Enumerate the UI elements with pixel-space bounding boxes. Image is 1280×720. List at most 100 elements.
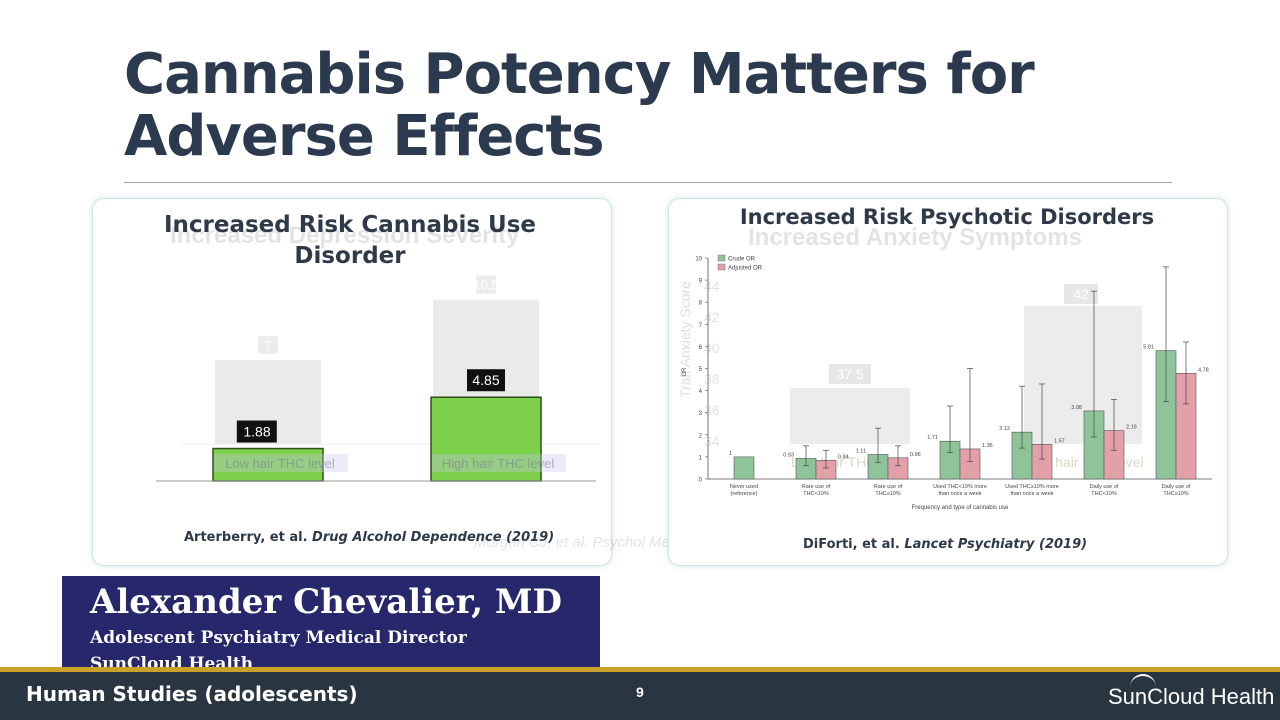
legend-swatch xyxy=(717,254,726,262)
footer-accent-strip xyxy=(0,667,1280,672)
y-tick-label: 6 xyxy=(699,345,703,351)
legend-label: Crude OR xyxy=(728,257,756,263)
category-label: Never used xyxy=(730,484,758,490)
ghost-tick-label: 42 xyxy=(704,309,720,325)
y-tick-label: 8 xyxy=(699,301,703,307)
x-axis-label: Frequency and type of cannabis use xyxy=(912,505,1009,511)
ghost-tick-label: 34 xyxy=(704,433,720,449)
data-label: 5.81 xyxy=(1143,345,1154,351)
category-label: Daily use of xyxy=(1162,484,1191,490)
value-label: 4.85 xyxy=(472,372,499,388)
ghost-value-box xyxy=(476,275,496,294)
category-label: (reference) xyxy=(731,491,758,497)
presenter-name: Alexander Chevalier, MD xyxy=(90,582,562,622)
presenter-role: Adolescent Psychiatry Medical Director xyxy=(90,628,467,648)
ghost-value-box xyxy=(829,364,871,384)
category-label: Used THC<10% more xyxy=(933,484,987,490)
data-label: 2.19 xyxy=(1126,425,1137,431)
ghost-value-label: 7 xyxy=(264,338,271,353)
category-label: Daily use of xyxy=(1090,484,1119,490)
bar xyxy=(733,456,755,480)
y-tick-label: 10 xyxy=(695,257,702,263)
y-tick-label: 9 xyxy=(699,279,703,285)
logo-arc-icon xyxy=(1130,674,1156,690)
left-chart-title-line-2: Disorder xyxy=(294,243,406,269)
data-label: 2.12 xyxy=(999,426,1010,432)
category-label: Low hair THC level xyxy=(225,456,335,471)
data-label: 1.11 xyxy=(856,448,866,454)
presenter-banner: Alexander Chevalier, MD Adolescent Psych… xyxy=(62,576,600,682)
data-label: 0.84 xyxy=(838,454,849,460)
y-tick-label: 0 xyxy=(699,478,703,484)
left-chart-title-line-1: Increased Risk Cannabis Use xyxy=(163,212,537,238)
y-axis-label: OR xyxy=(682,367,688,377)
y-tick-label: 5 xyxy=(699,367,703,373)
data-label: 1.71 xyxy=(927,435,938,441)
right-citation-year: (2019) xyxy=(1039,537,1088,552)
value-label: 1.88 xyxy=(243,424,270,440)
ghost-y-axis-label: Trait Anxiety Score xyxy=(677,281,693,398)
right-ghost-title: Increased Anxiety Symptoms xyxy=(748,224,1082,251)
right-citation-journal: Lancet Psychiatry xyxy=(904,537,1035,552)
left-citation-journal: Drug Alcohol Dependence xyxy=(312,530,502,545)
ghost-value-box xyxy=(1064,284,1098,304)
ghost-tick-label: 38 xyxy=(704,371,720,387)
category-label-box xyxy=(432,454,566,472)
ghost-value-label: 10.5 xyxy=(473,278,498,293)
category-label: THC≥10% xyxy=(875,491,900,497)
left-ghost-title: Increased Depression Severity xyxy=(170,222,520,249)
bar xyxy=(430,396,542,482)
footer-section-title: Human Studies (adolescents) xyxy=(26,682,358,706)
y-tick-label: 7 xyxy=(699,323,703,329)
data-label: 1.57 xyxy=(1054,438,1065,444)
ghost-tick-label: 36 xyxy=(704,402,720,418)
y-tick-label: 1 xyxy=(699,455,703,461)
category-label: THC<10% xyxy=(803,491,829,497)
slide-title-line-2: Adverse Effects xyxy=(124,104,605,169)
left-citation-year: (2019) xyxy=(506,530,555,545)
title-divider xyxy=(124,182,1172,183)
data-label: 3.08 xyxy=(1071,405,1082,411)
right-citation-authors: DiForti, et al. xyxy=(803,537,900,552)
value-label-box xyxy=(236,420,277,443)
value-label-box xyxy=(467,369,505,392)
ghost-bar xyxy=(1024,306,1142,444)
ghost-value-box xyxy=(258,336,278,355)
category-label: than once a week xyxy=(1010,491,1053,497)
ghost-value-label: 37.5 xyxy=(836,366,863,382)
right-chart-panel xyxy=(668,198,1228,566)
legend-swatch xyxy=(717,263,726,271)
category-label: than once a week xyxy=(938,491,981,497)
page-number: 9 xyxy=(636,684,644,700)
slide-title: Cannabis Potency Matters for Adverse Eff… xyxy=(124,44,1124,168)
data-label: 4.78 xyxy=(1198,367,1209,373)
y-tick-label: 3 xyxy=(699,411,703,417)
right-bar-chart: Trait Anxiety Score 44424038363437.542Low… xyxy=(677,254,1212,511)
y-tick-label: 4 xyxy=(699,389,703,395)
data-label: 0.93 xyxy=(783,452,794,458)
category-label-box xyxy=(214,454,348,472)
left-bar-chart: 7 10.5 1.88 4.85 Low hair THC level High hair… xyxy=(156,275,600,482)
category-label: Rare use of xyxy=(874,484,903,490)
y-tick-label: 2 xyxy=(699,433,703,439)
category-label: THC≥10% xyxy=(1163,491,1188,497)
data-label: 1.36 xyxy=(982,443,993,449)
left-citation: Arterberry, et al. Drug Alcohol Dependen… xyxy=(184,530,554,545)
slide-title-line-1: Cannabis Potency Matters for xyxy=(124,42,1035,107)
right-chart-title: Increased Risk Psychotic Disorders xyxy=(739,205,1155,229)
ghost-bar xyxy=(790,388,910,444)
legend-label: Adjusted OR xyxy=(728,266,763,272)
data-label: 1 xyxy=(729,451,732,457)
ghost-value-label: 42 xyxy=(1073,286,1089,302)
left-chart-title: Increased Risk Cannabis Use Disorder xyxy=(120,210,580,272)
suncloud-logo: SunCloud Health xyxy=(1108,684,1275,709)
footer-bar: Human Studies (adolescents) 9 SunCloud H… xyxy=(0,672,1280,720)
ghost-citation: Morgan CJ, et al. Psychol Med (2012) xyxy=(474,534,726,551)
category-label: Used THC≥10% more xyxy=(1005,484,1059,490)
category-label: Rare use of xyxy=(802,484,831,490)
category-label: THC<10% xyxy=(1091,491,1117,497)
data-label: 0.96 xyxy=(910,452,921,458)
right-citation: DiForti, et al. Lancet Psychiatry (2019) xyxy=(803,537,1087,552)
ghost-tick-label: 40 xyxy=(704,340,720,356)
category-label: High hair THC level xyxy=(442,456,555,471)
